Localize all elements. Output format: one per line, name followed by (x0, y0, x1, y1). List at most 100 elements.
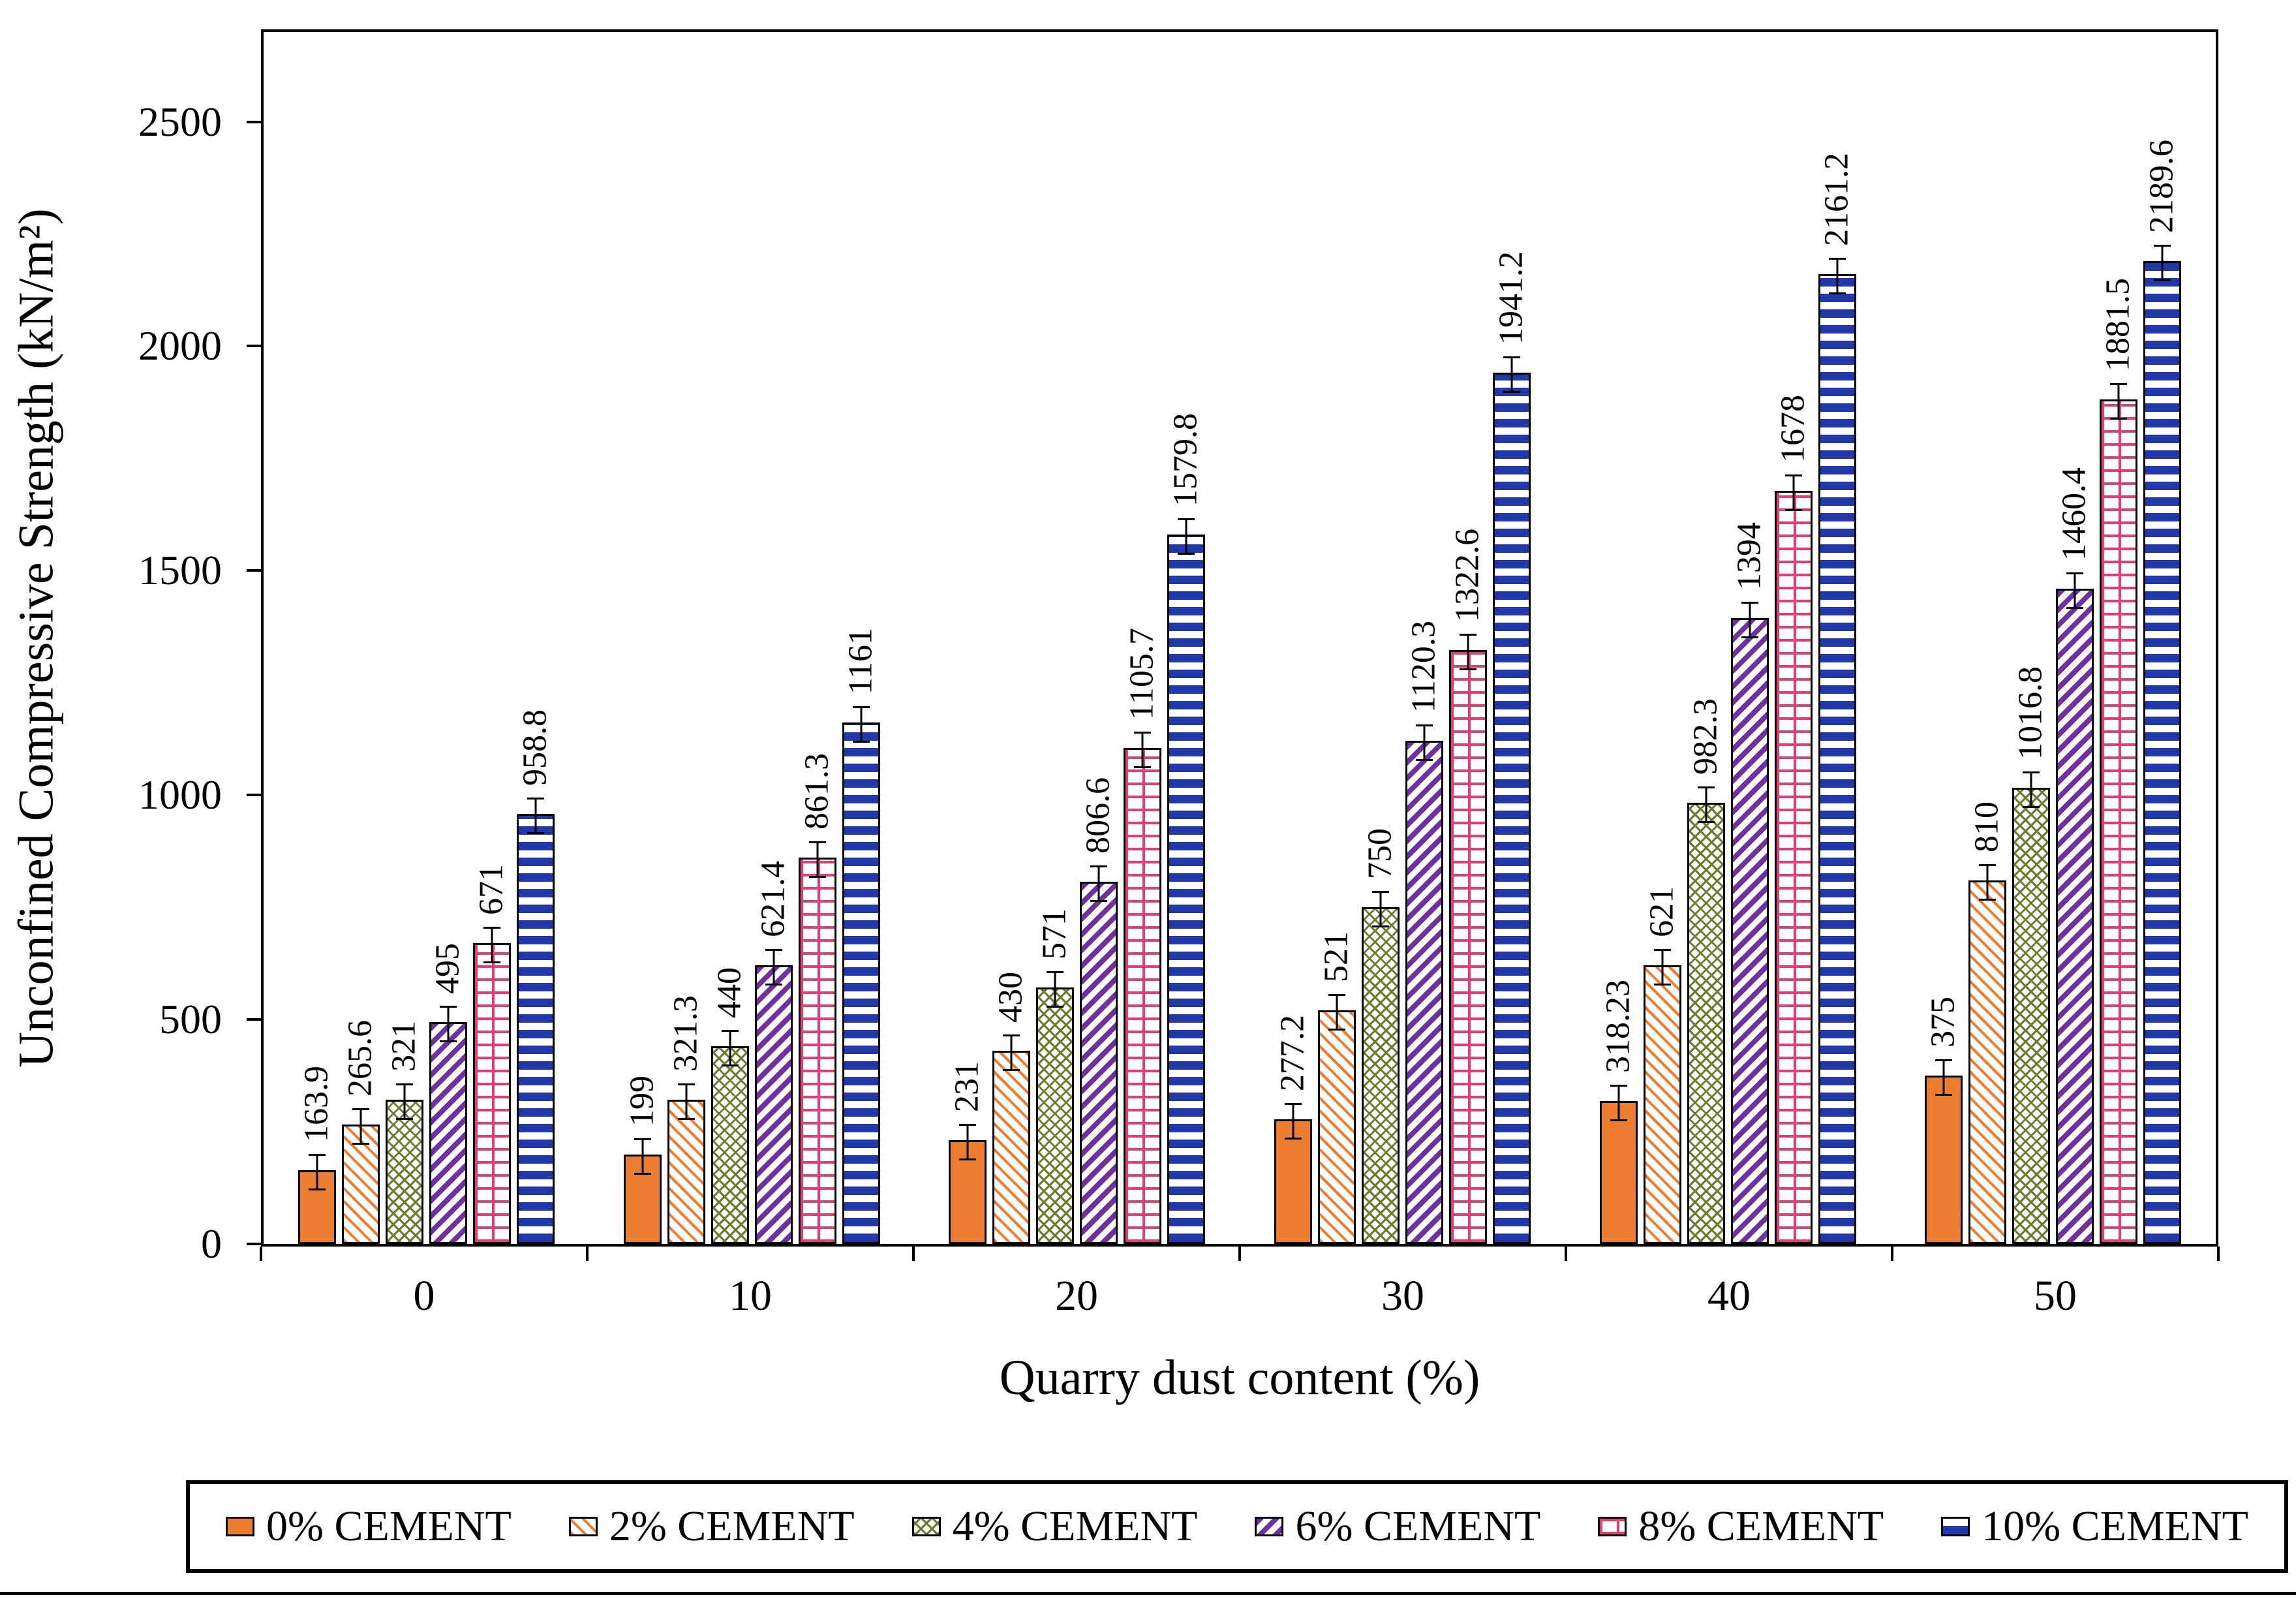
bar-6-cement-at-30: 1120.3 (1405, 621, 1443, 1244)
error-bar (1935, 1059, 1953, 1096)
error-bar (1415, 724, 1433, 761)
bar-group: 318.23 621 982.3 1394 1678 2161.2 (1565, 32, 1891, 1244)
error-bar (1003, 1034, 1020, 1071)
bar-value-label: 277.2 (1274, 1015, 1311, 1091)
bar-value-label: 199 (623, 1076, 661, 1126)
bar-value-label: 571 (1035, 908, 1073, 959)
x-category-label: 50 (2034, 1272, 2077, 1320)
bar-10-cement-at-50: 2189.6 (2143, 140, 2182, 1244)
error-bar (483, 927, 500, 963)
bar-group: 231 430 571 806.6 1105.7 1579.8 (914, 32, 1240, 1244)
bar-value-label: 1881.5 (2099, 278, 2137, 371)
x-labels: 0 10 20 30 40 50 (261, 1271, 2218, 1321)
error-bar (1134, 732, 1152, 768)
error-bar (1741, 602, 1758, 638)
error-bar (352, 1108, 369, 1145)
bar-group: 277.2 521 750 1120.3 1322.6 1941.2 (1240, 32, 1565, 1244)
error-bar (959, 1124, 977, 1160)
bar-10-cement-at-40: 2161.2 (1818, 153, 1856, 1244)
legend-item: 4% CEMENT (911, 1502, 1197, 1551)
bar-8-cement-at-30: 1322.6 (1449, 529, 1487, 1244)
bar-6-cement-at-20: 806.6 (1080, 777, 1118, 1244)
bar-value-label: 231 (948, 1061, 986, 1112)
error-bar (1284, 1103, 1302, 1140)
error-bar (1328, 994, 1345, 1031)
bar-4-cement-at-10: 440 (711, 967, 749, 1244)
y-tick-label: 0 (201, 1220, 222, 1267)
bar-8-cement-at-0: 671 (473, 864, 511, 1244)
bar-value-label: 1460.4 (2055, 467, 2093, 561)
bar-8-cement-at-20: 1105.7 (1124, 628, 1162, 1244)
bar-value-label: 1322.6 (1448, 529, 1486, 622)
bar-value-label: 440 (711, 967, 748, 1018)
x-tick-mark (1564, 1247, 1567, 1261)
error-bar (1653, 949, 1671, 986)
x-tick-mark (911, 1247, 915, 1261)
legend-swatch (568, 1517, 598, 1536)
bar-value-label: 2161.2 (1818, 153, 1856, 246)
error-bar (1979, 864, 1997, 901)
bar-value-label: 861.3 (798, 753, 836, 830)
error-bar (1047, 971, 1064, 1008)
bar-10-cement-at-30: 1941.2 (1493, 251, 1531, 1244)
x-axis-ticks (260, 1247, 2220, 1262)
error-bar (765, 949, 782, 986)
bar-value-label: 750 (1361, 828, 1399, 879)
legend-swatch (226, 1517, 254, 1536)
bar-group: 199 321.3 440 621.4 861.3 1161 (589, 32, 915, 1244)
x-category-label: 30 (1381, 1272, 1424, 1320)
bar-value-label: 1105.7 (1123, 627, 1161, 720)
x-tick-mark (585, 1247, 589, 1261)
bar-value-label: 982.3 (1687, 698, 1724, 775)
y-tick-mark (247, 345, 261, 348)
y-tick-label: 500 (159, 996, 222, 1043)
bar-6-cement-at-40: 1394 (1730, 522, 1769, 1244)
error-bar (1503, 356, 1520, 393)
bar-value-label: 2189.6 (2143, 140, 2181, 233)
bar-2-cement-at-50: 810 (1968, 801, 2007, 1244)
bar-value-label: 495 (429, 943, 467, 994)
error-bar (1178, 518, 1195, 555)
error-bar (2110, 383, 2128, 420)
bar-value-label: 958.8 (516, 709, 554, 786)
bar-value-label: 521 (1317, 931, 1355, 982)
error-bar (2154, 245, 2171, 281)
y-tick-mark (247, 120, 261, 123)
bar-value-label: 1579.8 (1167, 413, 1204, 506)
error-bar (1784, 474, 1802, 511)
y-tick-mark (247, 1243, 261, 1245)
error-bar (527, 798, 544, 834)
x-tick-mark (2217, 1247, 2220, 1261)
bar-6-cement-at-50: 1460.4 (2056, 467, 2094, 1244)
bar-0-cement-at-50: 375 (1925, 997, 1963, 1244)
bar-10-cement-at-10: 1161 (842, 628, 880, 1244)
bar-value-label: 265.6 (341, 1020, 379, 1096)
error-bar (1610, 1085, 1627, 1121)
bar-value-label: 1941.2 (1492, 251, 1530, 345)
bar-4-cement-at-50: 1016.8 (2012, 666, 2051, 1244)
x-category-label: 20 (1055, 1272, 1098, 1320)
bar-value-label: 1394 (1730, 522, 1768, 590)
bar-4-cement-at-20: 571 (1036, 908, 1075, 1244)
error-bar (395, 1083, 413, 1120)
x-tick-mark (260, 1247, 262, 1261)
bar-0-cement-at-20: 231 (949, 1061, 987, 1244)
bar-group: 163.9 265.6 321 495 671 958.8 (264, 32, 589, 1244)
bar-2-cement-at-20: 430 (992, 972, 1031, 1244)
y-tick-label: 1500 (138, 547, 222, 594)
bar-4-cement-at-30: 750 (1362, 828, 1400, 1244)
bar-value-label: 621 (1643, 886, 1681, 937)
bar-value-label: 318.23 (1599, 980, 1637, 1073)
legend-label: 0% CEMENT (266, 1502, 512, 1550)
y-tick-label: 2000 (138, 322, 222, 369)
x-category-label: 0 (413, 1272, 435, 1320)
legend-label: 2% CEMENT (609, 1502, 855, 1550)
bar-2-cement-at-30: 521 (1318, 931, 1356, 1244)
bar-value-label: 1161 (842, 627, 880, 694)
error-bar (308, 1154, 326, 1190)
y-tick-mark (247, 1018, 261, 1021)
y-axis: 0 500 1000 1500 2000 2500 (0, 29, 261, 1267)
legend-swatch (1255, 1517, 1284, 1536)
bar-8-cement-at-50: 1881.5 (2100, 278, 2138, 1244)
